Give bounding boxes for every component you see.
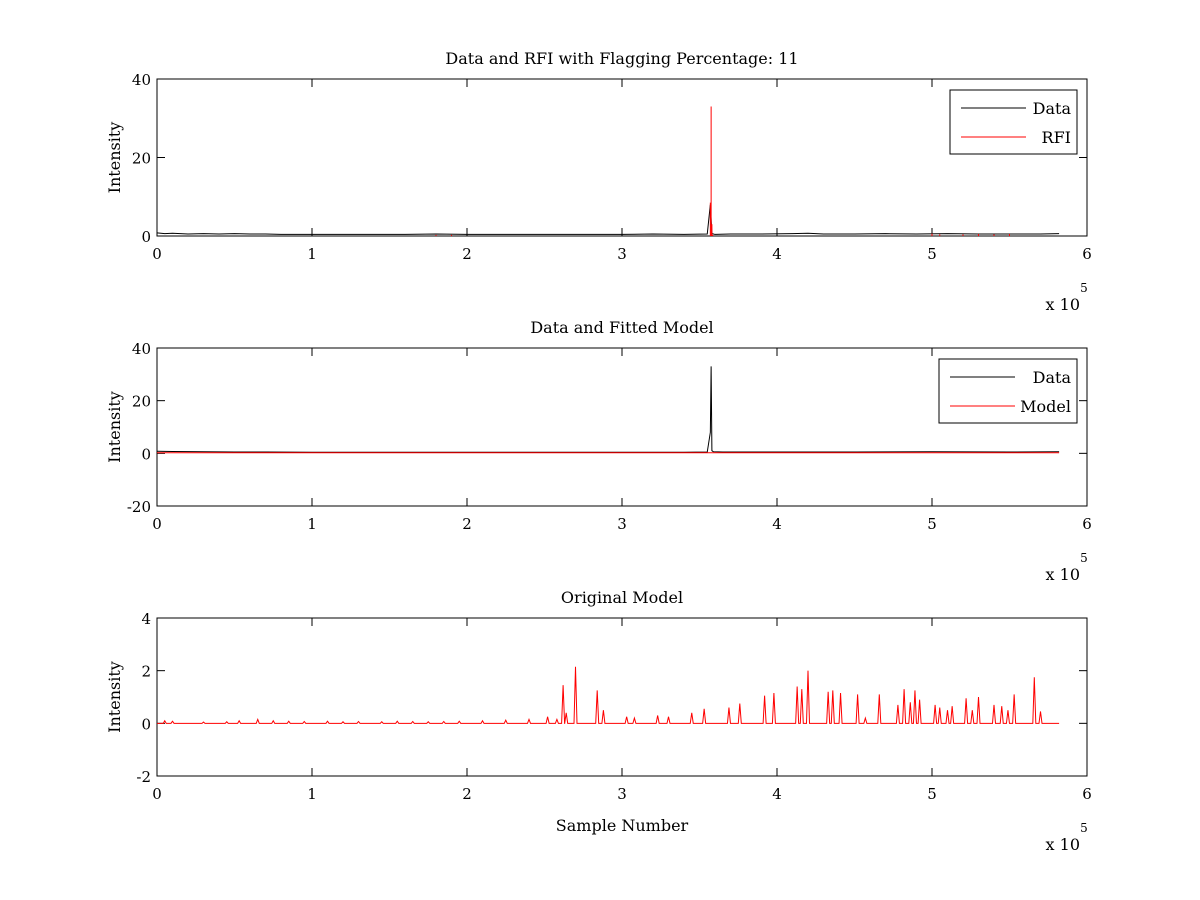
y-tick-label: -2 xyxy=(136,768,151,786)
y-tick-label: 2 xyxy=(141,663,151,681)
legend-label: RFI xyxy=(1042,128,1071,147)
y-axis-label: Intensity xyxy=(105,391,124,463)
x-tick-label: 1 xyxy=(307,245,317,263)
x-tick-label: 2 xyxy=(462,785,472,803)
x-tick-label: 1 xyxy=(307,785,317,803)
x-tick-label: 5 xyxy=(927,245,937,263)
x-tick-label: 6 xyxy=(1082,785,1092,803)
y-tick-label: 20 xyxy=(132,150,151,168)
x-tick-label: 4 xyxy=(772,785,782,803)
plot-area xyxy=(157,666,1060,724)
x-tick-label: 0 xyxy=(152,515,162,533)
legend-label: Model xyxy=(1020,397,1071,416)
series-line xyxy=(157,204,1060,235)
y-axis-label: Intensity xyxy=(105,661,124,733)
chart-title: Original Model xyxy=(561,588,683,607)
legend-box xyxy=(949,89,1078,155)
x-tick-label: 5 xyxy=(927,785,937,803)
legend-box xyxy=(938,358,1078,424)
series-line xyxy=(157,366,1060,453)
series-line xyxy=(157,666,1060,724)
y-tick-label: 4 xyxy=(141,610,151,628)
x-tick-label: 4 xyxy=(772,515,782,533)
x-tick-label: 4 xyxy=(772,245,782,263)
x-tick-label: 3 xyxy=(617,245,627,263)
x-tick-label: 0 xyxy=(152,245,162,263)
axes-box xyxy=(156,78,1088,237)
y-tick-label: 20 xyxy=(132,393,151,411)
x-tick-label: 3 xyxy=(617,515,627,533)
y-tick-label: 40 xyxy=(132,340,151,358)
y-tick-label: 0 xyxy=(141,715,151,733)
chart-2: Data and Fitted Model Intensity 0 1 2 3 4 5 6 x 1… xyxy=(105,318,1092,584)
chart-1: Data and RFI with Flagging Percentage: 1… xyxy=(105,49,1092,314)
x-exponent-label: x 10 xyxy=(1046,835,1080,854)
x-tick-label: 2 xyxy=(462,245,472,263)
chart-title: Data and RFI with Flagging Percentage: 1… xyxy=(445,49,798,68)
x-exponent-label: x 10 xyxy=(1046,565,1080,584)
y-tick-label: 0 xyxy=(141,228,151,246)
axes-box xyxy=(156,617,1088,777)
y-tick-label: 0 xyxy=(141,445,151,463)
x-tick-label: 0 xyxy=(152,785,162,803)
x-exponent-label: x 10 xyxy=(1046,295,1080,314)
legend: Data Model xyxy=(938,358,1078,424)
y-axis-label: Intensity xyxy=(105,122,124,194)
chart-title: Data and Fitted Model xyxy=(530,318,713,337)
plot-area xyxy=(157,106,1060,236)
x-tick-label: 6 xyxy=(1082,245,1092,263)
legend-label: Data xyxy=(1033,368,1072,387)
x-tick-label: 5 xyxy=(927,515,937,533)
plot-area xyxy=(157,366,1060,454)
x-exponent-power: 5 xyxy=(1080,551,1088,565)
x-exponent-power: 5 xyxy=(1080,821,1088,835)
y-tick-label: -20 xyxy=(127,498,151,516)
x-tick-label: 1 xyxy=(307,515,317,533)
x-tick-label: 2 xyxy=(462,515,472,533)
legend-label: Data xyxy=(1033,99,1072,118)
y-tick-label: 40 xyxy=(132,71,151,89)
x-axis-label: Sample Number xyxy=(556,816,689,835)
x-tick-label: 3 xyxy=(617,785,627,803)
axes-box xyxy=(156,347,1088,507)
chart-3: Original Model Intensity Sample Number 0 1 2 3… xyxy=(105,588,1092,854)
legend: Data RFI xyxy=(949,89,1078,155)
x-exponent-power: 5 xyxy=(1080,281,1088,295)
x-tick-label: 6 xyxy=(1082,515,1092,533)
